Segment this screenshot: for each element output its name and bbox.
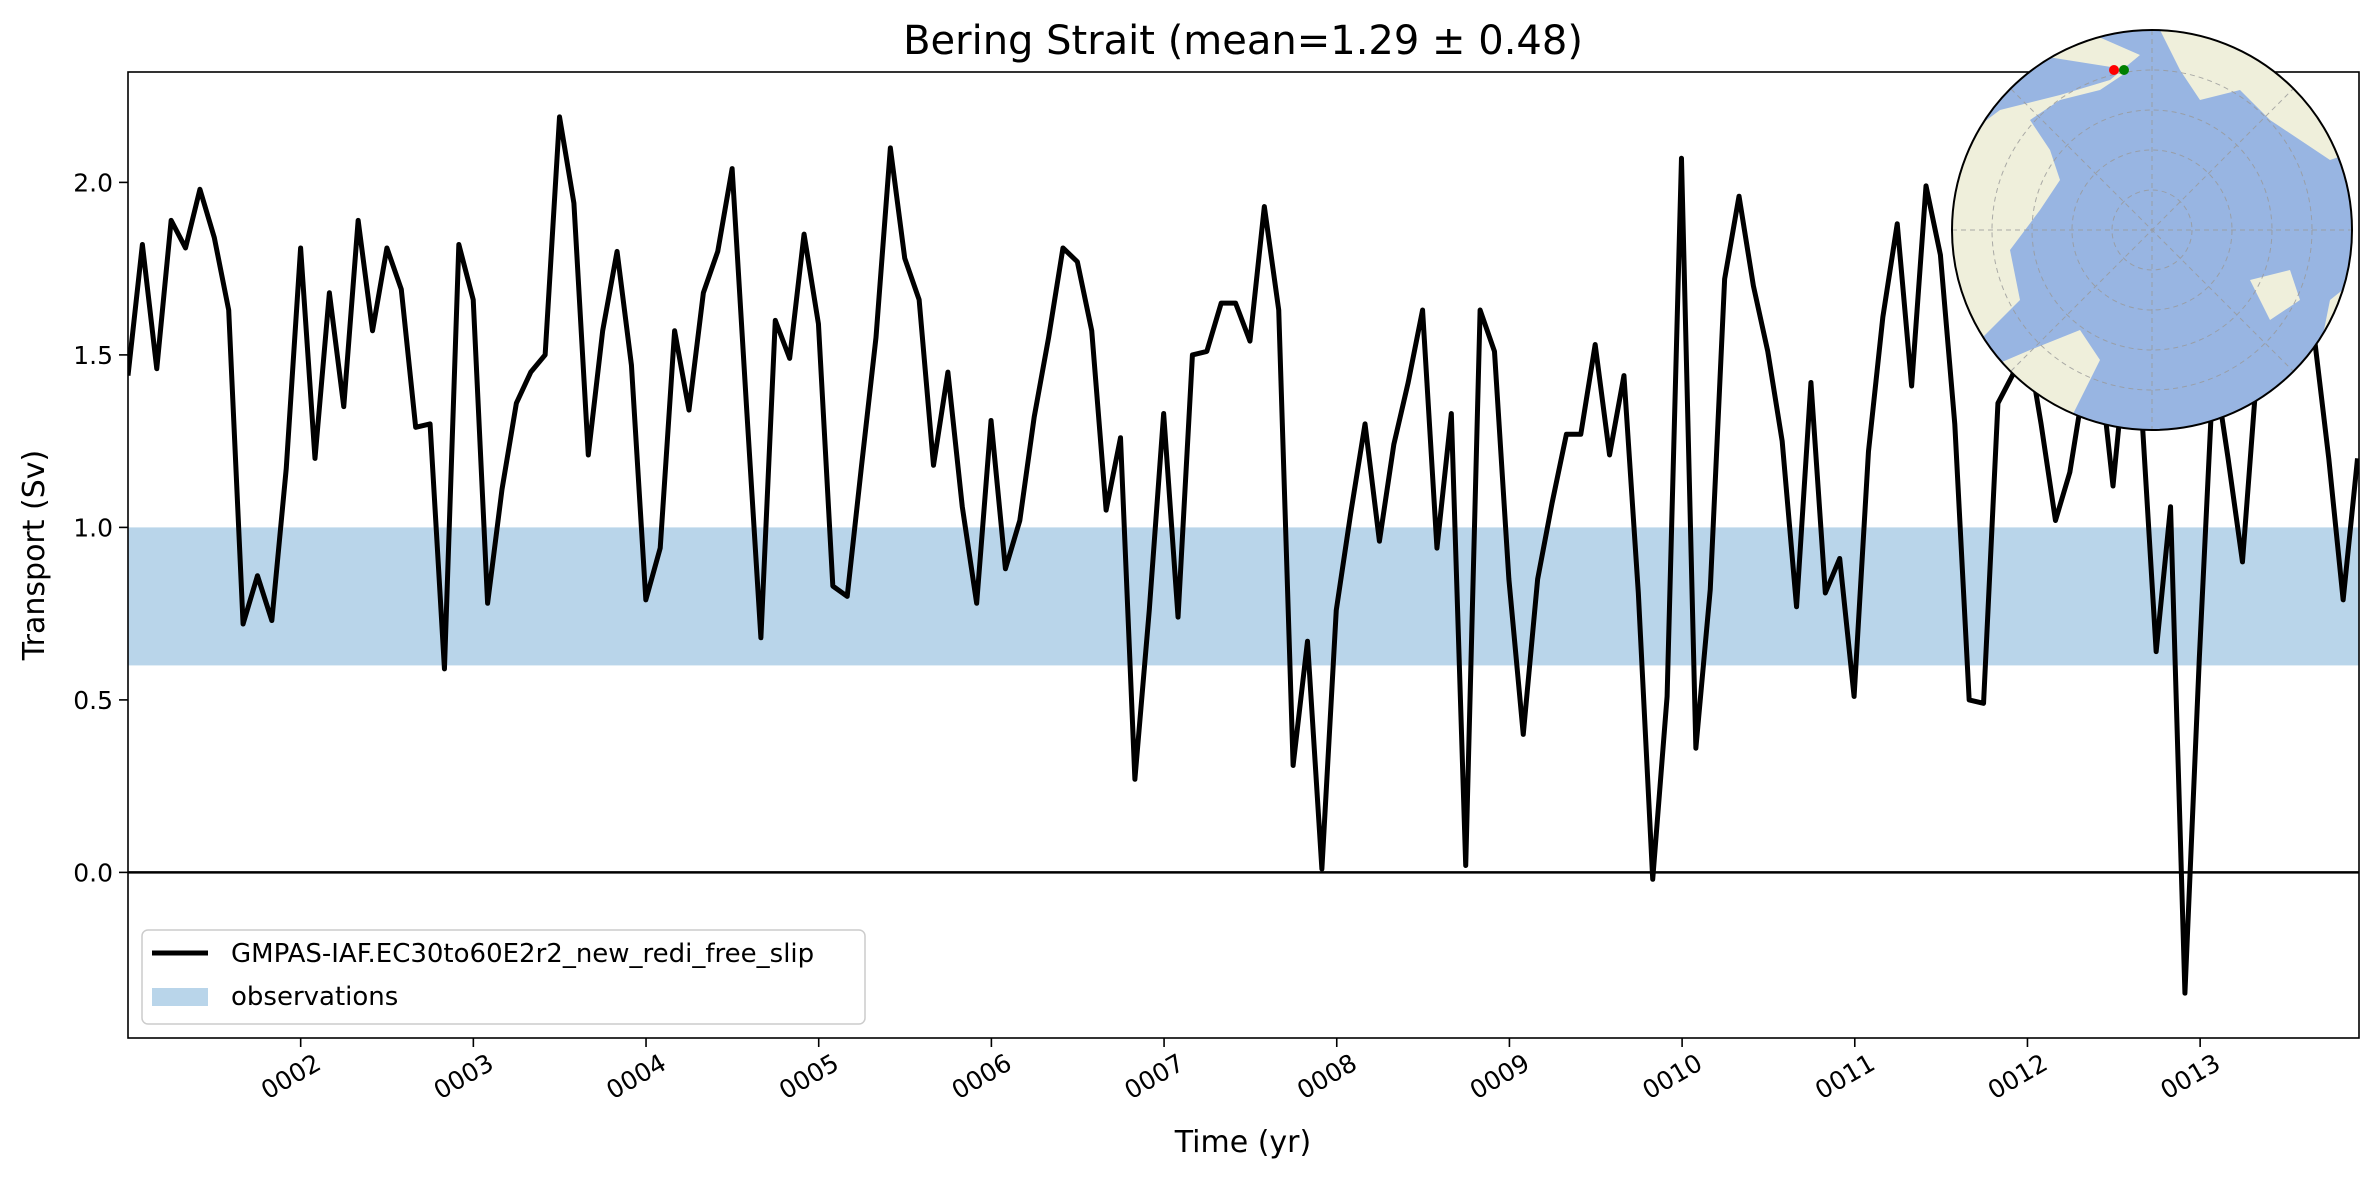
x-tick-label: 0009 xyxy=(1465,1048,1535,1105)
plot-frame xyxy=(127,71,2360,1039)
x-tick-label: 0008 xyxy=(1292,1048,1362,1105)
x-axis: 0002 0003 0004 0005 0006 0007 0008 0009 0010 0011… xyxy=(256,1038,2225,1105)
legend-label-model: GMPAS-IAF.EC30to60E2r2_new_redi_free_sli… xyxy=(231,939,814,969)
y-tick-label: 0.5 xyxy=(73,686,113,715)
y-axis-label: Transport (Sv) xyxy=(17,450,52,662)
x-tick-label: 0004 xyxy=(601,1048,671,1105)
x-tick-label: 0013 xyxy=(2156,1048,2226,1105)
x-tick-label: 0010 xyxy=(1638,1048,1708,1105)
inset-marker-green xyxy=(2119,65,2129,75)
inset-border xyxy=(1951,29,2353,431)
y-tick-label: 1.5 xyxy=(73,341,113,370)
plot-area xyxy=(128,114,2359,996)
y-tick-label: 1.0 xyxy=(73,513,113,542)
x-tick-label: 0006 xyxy=(947,1048,1017,1105)
legend: GMPAS-IAF.EC30to60E2r2_new_redi_free_sli… xyxy=(141,929,866,1025)
legend-box xyxy=(141,929,866,1025)
y-axis: 0.0 0.5 1.0 1.5 2.0 xyxy=(73,168,128,887)
x-tick-label: 0002 xyxy=(256,1048,326,1105)
inset-marker-red xyxy=(2109,65,2119,75)
y-tick-label: 2.0 xyxy=(73,168,113,197)
observations-band xyxy=(128,527,2359,666)
x-tick-label: 0007 xyxy=(1119,1048,1189,1105)
inset-map xyxy=(1951,29,2353,431)
x-tick-label: 0012 xyxy=(1983,1048,2053,1105)
x-axis-label: Time (yr) xyxy=(1174,1125,1311,1160)
legend-label-observations: observations xyxy=(231,982,398,1012)
x-tick-label: 0003 xyxy=(429,1048,499,1105)
legend-swatch-observations xyxy=(152,988,208,1006)
series-line xyxy=(128,114,2359,996)
inset-graticule xyxy=(1952,30,2352,430)
x-tick-label: 0005 xyxy=(774,1048,844,1105)
y-tick-label: 0.0 xyxy=(73,858,113,887)
chart-title: Bering Strait (mean=1.29 ± 0.48) xyxy=(903,18,1583,64)
x-tick-label: 0011 xyxy=(1810,1048,1880,1105)
